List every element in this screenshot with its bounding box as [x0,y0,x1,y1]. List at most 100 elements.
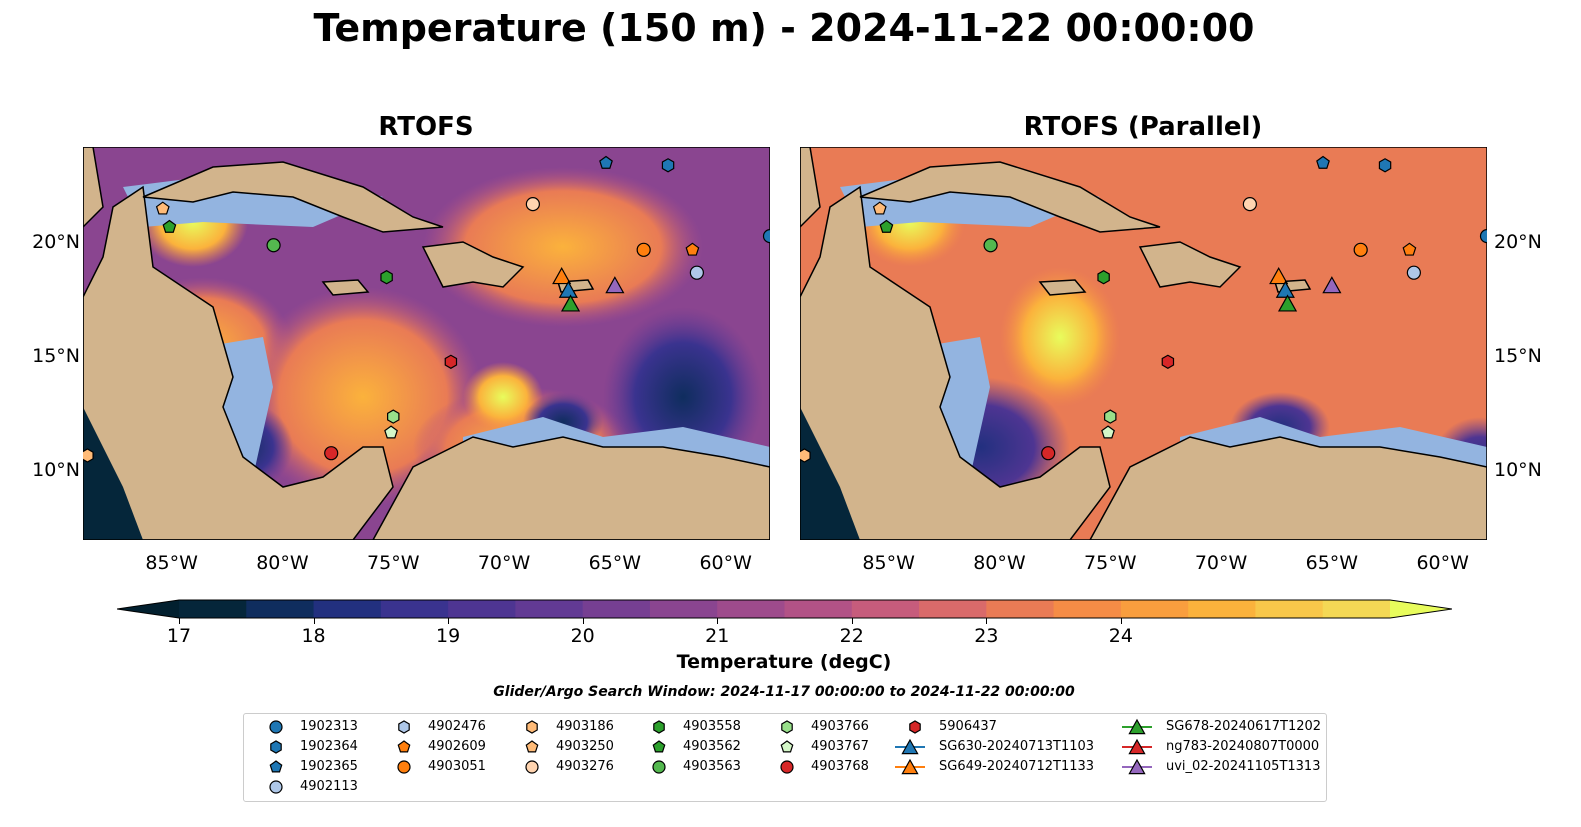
lon-tick-label: 80°W [973,552,1026,574]
argo-float-4903768[interactable] [1041,446,1056,461]
lon-tick-label: 85°W [862,552,915,574]
south-america-land [372,436,770,540]
colorbar-segment [179,600,247,618]
legend-label: 4903276 [556,759,614,774]
colorbar-segment [986,600,1055,618]
legend-marker[interactable] [653,720,665,734]
legend-marker[interactable] [525,740,539,753]
argo-float-4903562[interactable] [162,219,177,233]
lon-tick-label: 85°W [145,552,198,574]
jamaica [1038,279,1087,296]
lat-tick-label: 10°N [32,459,80,482]
legend-marker[interactable] [1128,758,1146,775]
argo-float-4903563[interactable] [983,238,998,253]
argo-float-4903767[interactable] [1101,425,1115,439]
argo-float-4903766[interactable] [1104,409,1117,424]
glider-SG649-20240712T1133[interactable] [552,267,572,285]
argo-float-4903186[interactable] [83,448,94,463]
argo-float-4903250[interactable] [872,201,887,215]
legend-marker[interactable] [1128,738,1146,755]
glider-SG678-20240617T1202[interactable] [1277,294,1298,312]
legend-label: SG678-20240617T1202 [1166,719,1322,734]
argo-float-4903767[interactable] [384,425,398,439]
glider-SG649-20240712T1133[interactable] [1269,267,1289,285]
argo-float-1902313[interactable] [762,229,771,244]
cuba [142,161,444,233]
legend-marker[interactable] [1128,718,1146,735]
marker-layer [83,155,771,463]
argo-float-1902364[interactable] [661,158,675,173]
colorbar-tick-mark [1120,618,1122,624]
glider-SG630-20240713T1103[interactable] [558,280,578,298]
argo-float-4903558[interactable] [380,270,393,285]
legend-label: 4903186 [556,719,614,734]
legend-marker[interactable] [398,720,410,734]
legend-label: 4903562 [683,739,741,754]
legend-marker[interactable] [909,720,921,734]
legend-label: uvi_02-20241105T1313 [1166,759,1321,774]
argo-float-4903768[interactable] [324,446,339,461]
lon-tick-label: 75°W [367,552,420,574]
glider-SG678-20240617T1202[interactable] [560,294,581,312]
lon-tick-label: 60°W [1416,552,1469,574]
legend-marker[interactable] [525,760,539,774]
argo-float-1902313[interactable] [1479,229,1488,244]
colorbar-extend-low [117,600,179,618]
argo-float-4903562[interactable] [879,219,894,233]
legend-label: 1902365 [300,759,358,774]
glider-uvi_02-20241105T1313[interactable] [605,276,625,294]
legend-marker[interactable] [397,760,411,774]
argo-float-4903276[interactable] [525,197,540,212]
colorbar-tick-label: 23 [974,625,999,647]
legend-label: 4903558 [683,719,741,734]
argo-float-4903563[interactable] [266,238,281,253]
argo-float-4903766[interactable] [387,409,400,424]
colorbar-segment [649,600,718,618]
argo-float-1902365[interactable] [599,155,613,169]
colorbar-segment [1120,600,1189,618]
legend-marker[interactable] [901,758,919,775]
argo-float-5906437[interactable] [1161,354,1175,369]
argo-float-1902365[interactable] [1316,155,1330,169]
pacific-ocean [83,407,143,540]
argo-float-4903250[interactable] [155,201,170,215]
map-panel-rtofs[interactable] [83,147,770,540]
argo-float-4903051[interactable] [636,242,651,257]
argo-float-4902609[interactable] [1402,242,1417,256]
legend-marker[interactable] [780,740,794,753]
argo-float-5906437[interactable] [444,354,458,369]
legend-marker[interactable] [269,780,283,794]
legend-marker[interactable] [652,740,666,753]
colorbar-tick-mark [448,618,450,624]
marker-layer [800,155,1488,463]
glider-uvi_02-20241105T1313[interactable] [1322,276,1342,294]
argo-float-4902113[interactable] [689,265,704,280]
argo-float-4902113[interactable] [1406,265,1421,280]
legend-marker[interactable] [269,720,283,734]
legend-marker[interactable] [397,740,411,753]
legend-marker[interactable] [269,760,283,773]
argo-float-4903558[interactable] [1097,270,1110,285]
colorbar-tick-label: 20 [570,625,595,647]
legend-marker[interactable] [781,720,793,734]
argo-float-4902609[interactable] [685,242,700,256]
legend-marker[interactable] [270,740,282,754]
colorbar-segment [1053,600,1122,618]
legend-marker[interactable] [901,738,919,755]
argo-float-4903051[interactable] [1353,242,1368,257]
legend-label: 4903768 [811,759,869,774]
colorbar-segment [851,600,920,618]
map-panel-rtofs-parallel[interactable] [800,147,1487,540]
legend-marker[interactable] [780,760,794,774]
colorbar-segment [246,600,315,618]
colorbar-tick-mark [986,618,988,624]
glider-SG630-20240713T1103[interactable] [1275,280,1295,298]
legend-label: 4902476 [428,719,486,734]
lat-tick-label: 20°N [32,230,80,253]
argo-float-4903276[interactable] [1242,197,1257,212]
legend-marker[interactable] [652,760,666,774]
argo-float-1902364[interactable] [1378,158,1392,173]
colorbar-segment [1322,600,1391,618]
legend-marker[interactable] [526,720,538,734]
argo-float-4903186[interactable] [800,448,811,463]
